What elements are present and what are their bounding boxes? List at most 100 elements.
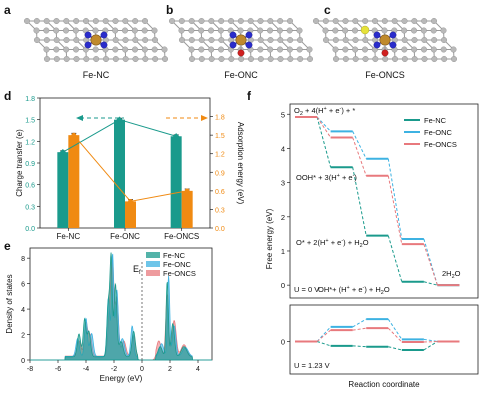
- panel-letter-f: f: [247, 89, 252, 103]
- carbon-atom: [151, 27, 158, 34]
- carbon-atom: [53, 46, 60, 53]
- carbon-atom: [342, 37, 349, 44]
- xtick-label: Fe-NC: [57, 232, 81, 241]
- ytick-label: 6: [21, 282, 25, 289]
- carbon-atom: [287, 56, 294, 63]
- carbon-atom: [72, 46, 79, 53]
- ytick-label: 3: [281, 179, 285, 188]
- ytick-right-label: 0.6: [215, 189, 225, 196]
- oxygen-atom: [237, 49, 245, 57]
- dos-chart-e: Ef -8 -6 -4 -2 0 2 4 0 2 4 6 8 Energy (eV) Density of …: [5, 247, 213, 383]
- carbon-atom: [121, 27, 128, 34]
- free-energy-chart-f: 0 1 2 3 4 5 Free energy (eV) Reaction coordinat…: [265, 103, 479, 389]
- carbon-atom: [44, 56, 51, 63]
- step-label-oh: OH*+ (H+ + e-) + H2O: [318, 285, 390, 296]
- carbon-atom: [286, 46, 293, 53]
- iron-atom: [235, 34, 247, 46]
- label-part: O: [363, 238, 369, 247]
- carbon-atom: [152, 56, 159, 63]
- carbon-atom: [208, 18, 215, 25]
- energy-fe-oncs-connector: [352, 137, 367, 176]
- ytick-zero: 0: [281, 338, 285, 347]
- carbon-atom: [421, 46, 428, 53]
- nitrogen-atom: [373, 31, 381, 39]
- carbon-atom: [178, 18, 185, 25]
- carbon-atom: [72, 27, 79, 34]
- carbon-atom: [142, 37, 149, 44]
- carbon-atom: [208, 37, 215, 44]
- label-part: ): [354, 173, 357, 182]
- carbon-atom: [267, 37, 274, 44]
- nitrogen-atom: [389, 31, 397, 39]
- carbon-atom: [287, 37, 294, 44]
- carbon-atom: [342, 27, 349, 34]
- carbon-atom: [208, 56, 215, 63]
- bar-charge-transfer: [114, 119, 125, 228]
- right-axis-arrow-head: [201, 115, 208, 121]
- carbon-atom: [362, 46, 369, 53]
- carbon-atom: [276, 27, 283, 34]
- carbon-atom: [431, 37, 438, 44]
- carbon-atom: [178, 37, 185, 44]
- energy-fe-onc-connector: [387, 158, 403, 240]
- label-part: 2: [360, 243, 363, 249]
- ytick-right-label: 1.5: [215, 133, 225, 140]
- ytick-label: 4: [21, 307, 25, 314]
- panel-letter-b: b: [166, 3, 173, 17]
- legend-swatch: [146, 261, 160, 267]
- carbon-atom: [421, 56, 428, 63]
- carbon-atom: [131, 46, 138, 53]
- adsorption-energy-marker: [71, 132, 77, 138]
- ytick-label: 1.8: [25, 96, 35, 103]
- carbon-atom: [401, 37, 408, 44]
- carbon-atom: [198, 46, 205, 53]
- legend-label: Fe-ONCS: [163, 269, 196, 278]
- nitrogen-atom: [373, 41, 381, 49]
- carbon-atom: [168, 18, 175, 25]
- carbon-atom: [141, 18, 148, 25]
- energy-u123-fe-oncs-connector: [352, 327, 367, 331]
- carbon-atom: [178, 27, 185, 34]
- energy-u123-fe-nc-connector: [423, 341, 438, 351]
- carbon-atom: [188, 27, 195, 34]
- adsorption-energy-marker: [128, 198, 133, 204]
- energy-fe-onc-connector: [352, 131, 367, 159]
- carbon-atom: [381, 18, 388, 25]
- ytick-right-label: 1.2: [215, 152, 225, 159]
- carbon-atom: [83, 56, 90, 63]
- carbon-atom: [53, 37, 60, 44]
- plot-frame-bottom: [289, 304, 479, 375]
- label-part: + e: [350, 285, 363, 294]
- ytick-label: 1.5: [25, 118, 35, 125]
- carbon-atom: [430, 27, 437, 34]
- carbon-atom: [401, 46, 408, 53]
- carbon-atom: [122, 46, 129, 53]
- carbon-atom: [401, 56, 408, 63]
- carbon-atom: [277, 46, 284, 53]
- carbon-atom: [131, 27, 138, 34]
- energy-u123-fe-onc-connector: [316, 326, 331, 342]
- carbon-atom: [63, 37, 70, 44]
- ytick-label: 0: [21, 358, 25, 365]
- legend-swatch: [146, 252, 160, 258]
- carbon-atom: [352, 37, 359, 44]
- carbon-atom: [382, 56, 389, 63]
- carbon-atom: [43, 46, 50, 53]
- iron-atom: [379, 34, 391, 46]
- ytick-right-label: 1.8: [215, 115, 225, 122]
- carbon-atom: [322, 27, 329, 34]
- carbon-atom: [228, 56, 235, 63]
- carbon-atom: [198, 27, 205, 34]
- left-axis-arrow-head: [76, 115, 83, 121]
- carbon-atom: [112, 37, 119, 44]
- carbon-atom: [322, 18, 329, 25]
- carbon-atom: [372, 18, 379, 25]
- carbon-atom: [198, 37, 205, 44]
- carbon-atom: [132, 18, 139, 25]
- carbon-atom: [277, 37, 284, 44]
- carbon-atom: [421, 18, 428, 25]
- carbon-atom: [411, 46, 418, 53]
- ytick-label: 0.0: [25, 226, 35, 233]
- carbon-atom: [440, 27, 447, 34]
- label-part: +: [337, 173, 340, 179]
